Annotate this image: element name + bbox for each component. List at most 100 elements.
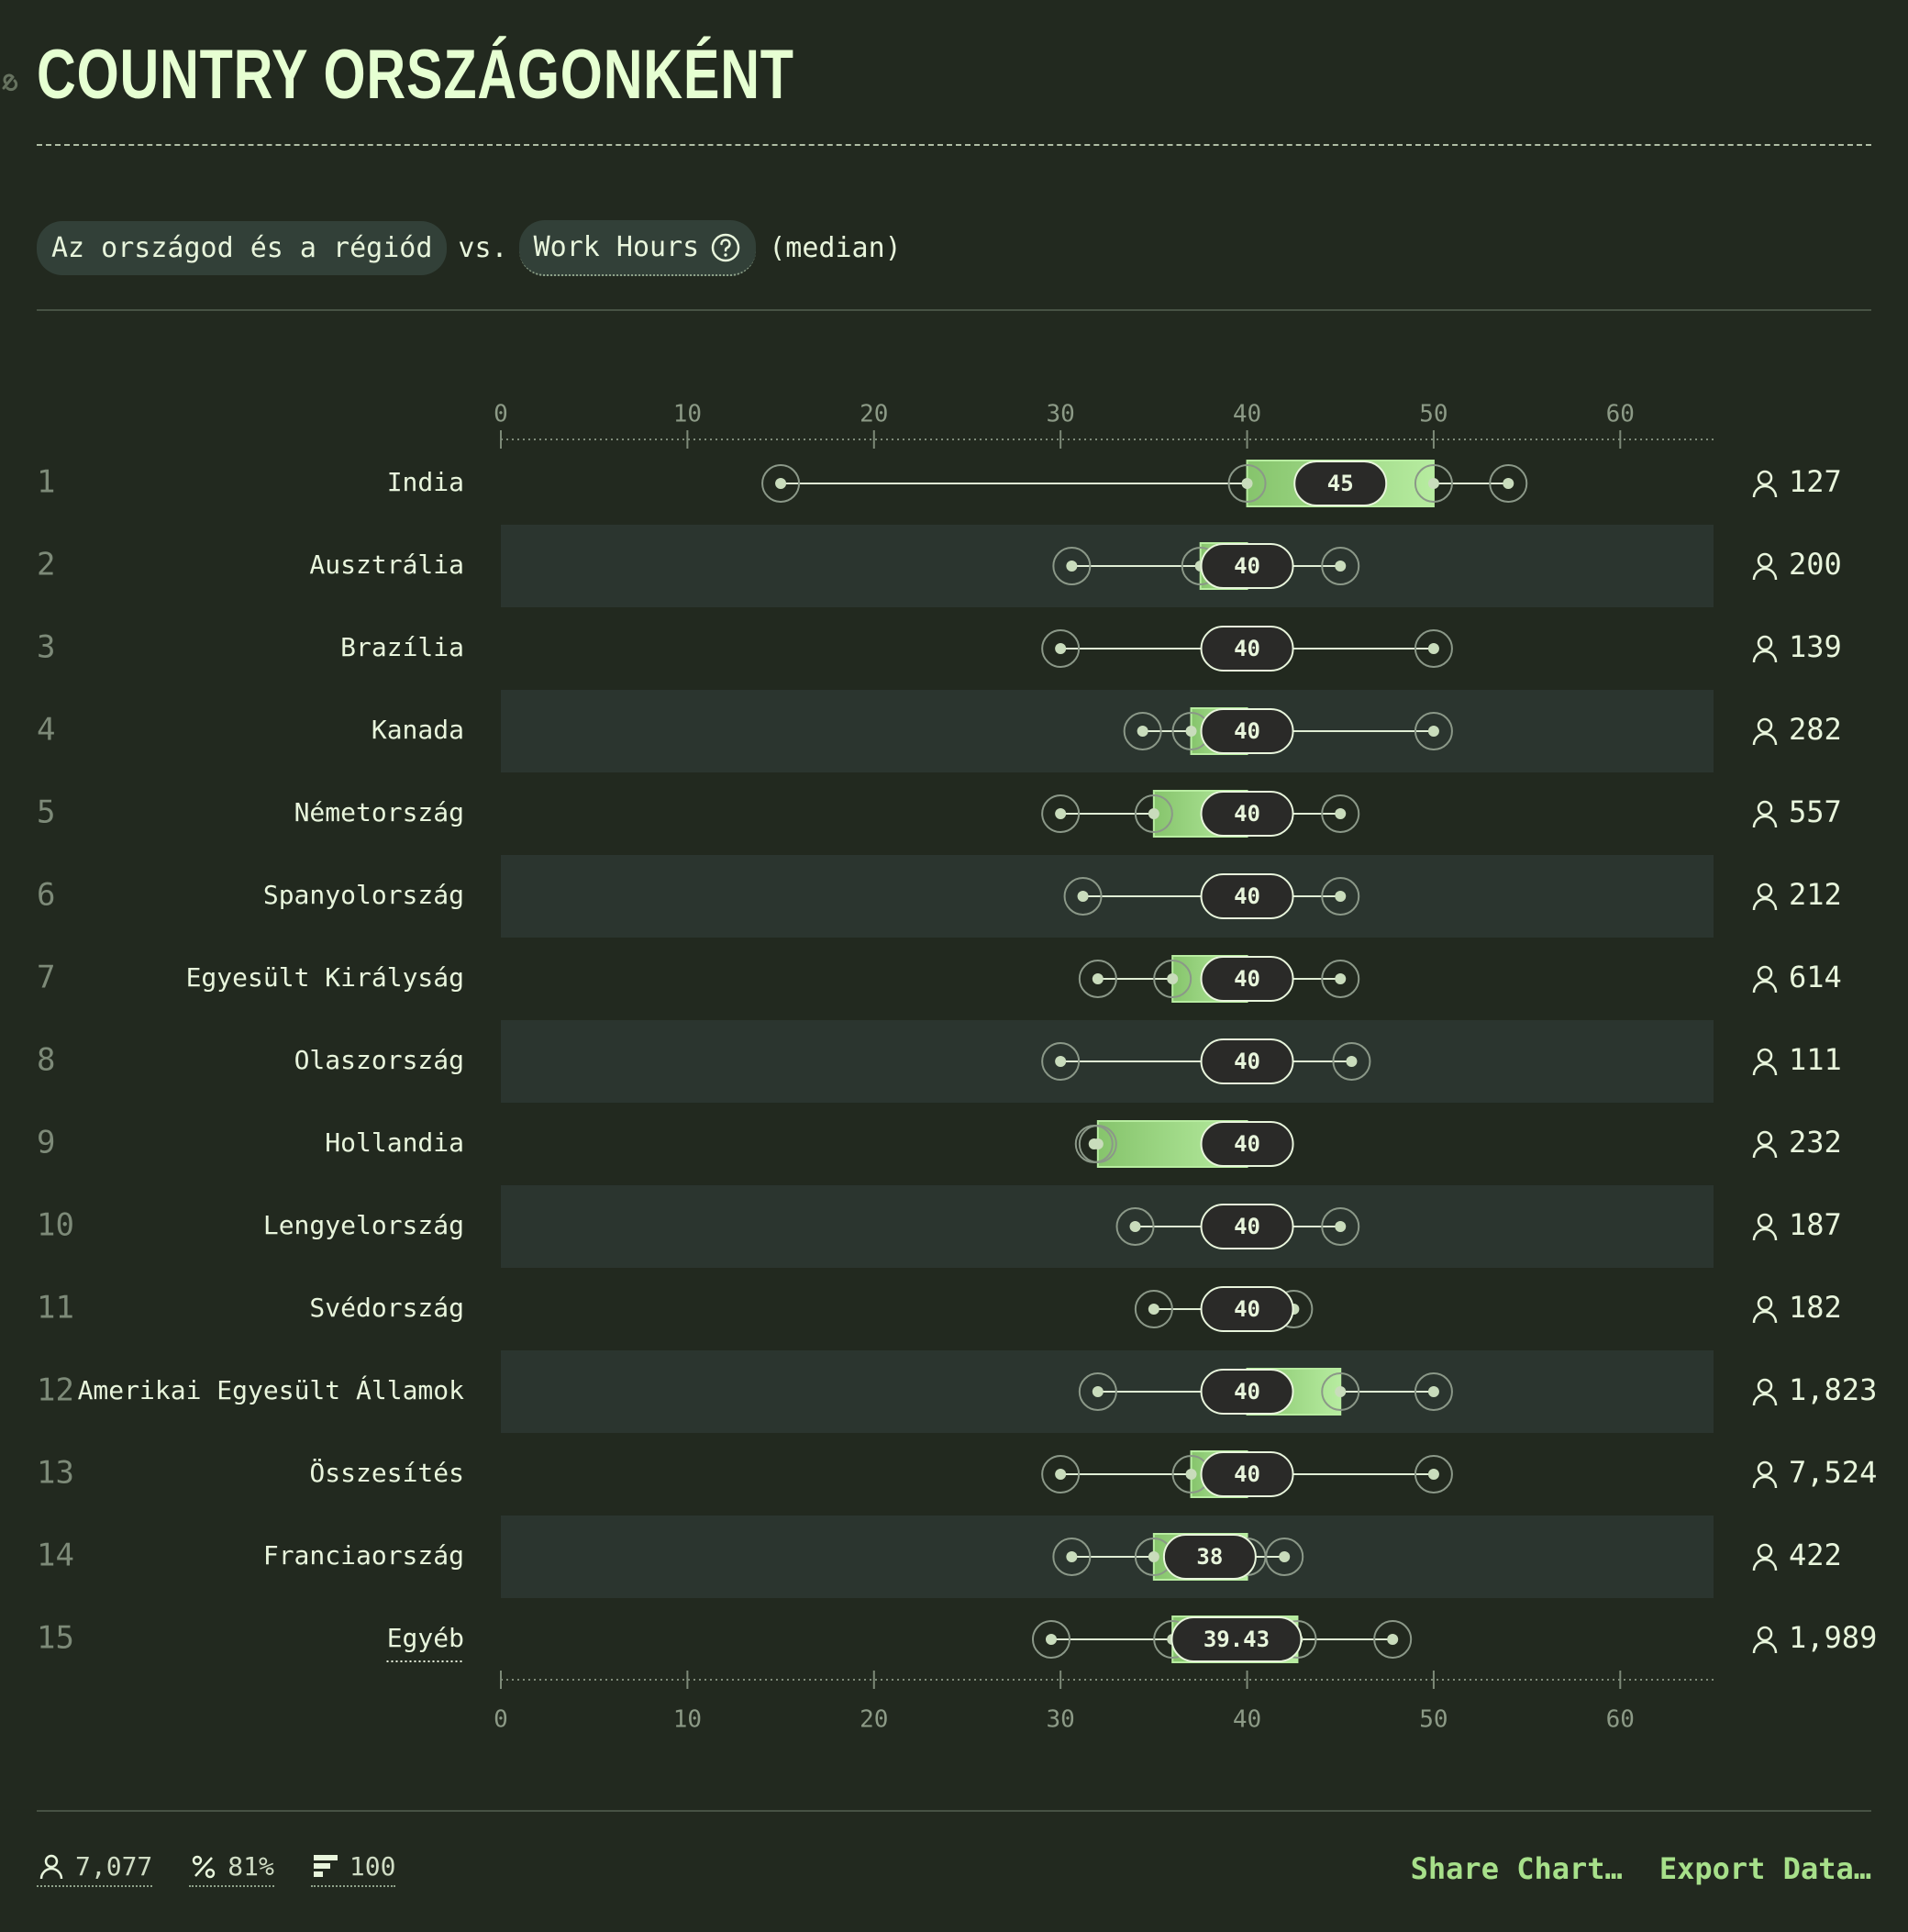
filters-divider [37,309,1871,311]
questions-stat[interactable]: 100 [310,1851,396,1887]
x-tick-label: 20 [860,401,888,428]
person-icon-body [1752,567,1778,581]
person-icon-head [1757,717,1773,734]
row-rank: 9 [37,1125,55,1161]
row-label: Lengyelország [263,1210,464,1240]
percent-stat[interactable]: 81% [189,1851,274,1887]
person-icon-body [1752,897,1778,911]
row-count: 557 [1789,794,1842,829]
person-icon [1752,1213,1778,1241]
min-point-ring [1078,1372,1117,1411]
person-icon-head [1757,800,1773,816]
x-tick-label: 30 [1046,401,1074,428]
median-pill [1200,626,1294,672]
help-icon[interactable] [710,232,741,263]
row-label: Egyesült Királyság [186,962,464,993]
q1-point [1148,808,1159,819]
q1-point-ring [1078,1125,1117,1163]
row-rank: 15 [37,1620,74,1657]
person-icon-head [1757,1295,1773,1312]
group-selector[interactable]: Az országod és a régiód [37,221,448,275]
max-point-ring [1489,464,1528,503]
max-point-ring [1373,1620,1413,1659]
median-pill [1200,1286,1294,1332]
median-label: 40 [1234,883,1260,909]
median-pill [1200,873,1294,919]
q3-point [1427,478,1439,489]
median-pill [1200,1369,1294,1415]
q3-point-ring [1414,464,1453,503]
max-point [1335,973,1347,984]
person-icon-head [1757,470,1773,486]
table-row: 15 Egyéb 39.43 1,989 [37,1616,1877,1663]
row-rank: 6 [37,877,55,914]
table-row: 6 Spanyolország 40 212 [37,873,1842,919]
table-row: 14 Franciaország 38 422 [37,1533,1842,1581]
max-point-ring [1321,547,1360,585]
table-row: 8 Olaszország 40 111 [37,1038,1842,1084]
max-point-ring [1414,629,1453,668]
min-point [1092,1386,1104,1397]
median-label: 40 [1234,553,1260,579]
median-label: 40 [1234,1131,1260,1157]
row-rank: 7 [37,960,55,996]
person-icon [1752,1048,1778,1076]
row-rank: 2 [37,547,55,583]
min-point [1066,1551,1078,1562]
person-icon-body [1752,1062,1778,1076]
row-rank: 11 [37,1290,74,1327]
respondents-count: 7,077 [75,1851,153,1882]
min-point [1055,643,1067,654]
person-icon [39,1854,63,1879]
q1-point [1148,1551,1159,1562]
person-icon-body [1752,650,1778,663]
title-divider [37,144,1871,146]
footer-stats: 7,077 81% 100 [37,1851,396,1887]
min-point-ring [1052,547,1092,585]
export-data-button[interactable]: Export Data… [1658,1851,1871,1886]
max-point [1335,891,1347,902]
table-row: 1 India 45 127 [37,460,1842,507]
max-point [1335,1221,1347,1232]
q1-point [1241,478,1253,489]
min-point [1055,808,1067,819]
max-point-ring [1321,960,1360,998]
row-rank: 5 [37,794,55,831]
person-icon [1752,1460,1778,1489]
respondents-stat[interactable]: 7,077 [37,1851,153,1887]
person-icon [1752,1130,1778,1159]
share-chart-button[interactable]: Share Chart… [1410,1851,1623,1886]
max-point-ring [1321,1207,1360,1246]
min-point-ring [1134,1290,1173,1328]
link-icon[interactable] [0,70,20,95]
min-point-ring [761,464,801,503]
row-label: Egyéb [387,1623,464,1653]
row-rank: 8 [37,1042,55,1079]
x-tick-label: 50 [1419,1706,1448,1734]
metric-selector[interactable]: Work Hours [518,220,757,276]
x-tick-label: 10 [673,401,702,428]
q1-point [1167,973,1179,984]
median-label: 40 [1234,1379,1260,1405]
median-pill [1200,1038,1294,1084]
row-label: Németország [294,797,464,827]
row-label: Ausztrália [309,550,464,580]
median-label: 40 [1234,1049,1260,1074]
median-pill [1293,461,1388,506]
table-row: 11 Svédország 40 182 [37,1286,1842,1332]
min-point-ring [1031,1620,1070,1659]
median-pill [1200,791,1294,837]
row-count: 127 [1789,464,1842,499]
max-point [1427,726,1439,737]
x-tick-label: 50 [1419,401,1448,428]
person-icon [1752,965,1778,994]
row-rank: 13 [37,1455,74,1492]
row-rank: 10 [37,1207,74,1244]
min-point [775,478,787,489]
row-rank: 1 [37,464,55,501]
person-icon-body [1752,1393,1778,1406]
min-point-ring [1123,712,1162,750]
person-icon-head [1757,883,1773,899]
x-tick-label: 60 [1606,401,1635,428]
